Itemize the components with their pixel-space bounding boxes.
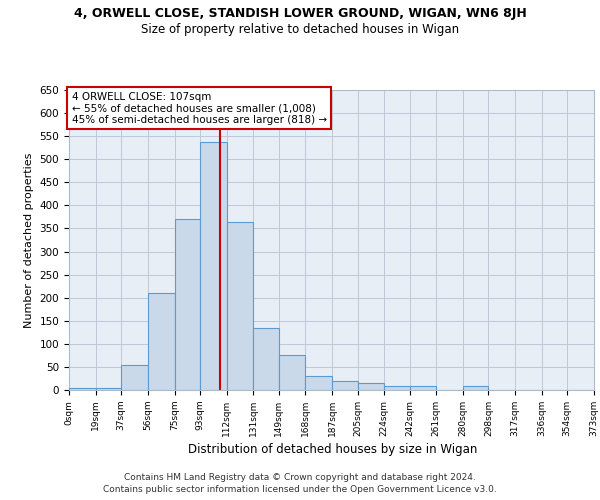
Text: Contains HM Land Registry data © Crown copyright and database right 2024.: Contains HM Land Registry data © Crown c… bbox=[124, 472, 476, 482]
Text: Distribution of detached houses by size in Wigan: Distribution of detached houses by size … bbox=[188, 442, 478, 456]
Bar bbox=[384, 386, 410, 390]
Bar bbox=[358, 383, 384, 390]
Bar bbox=[121, 364, 148, 390]
Bar bbox=[332, 381, 358, 390]
Bar bbox=[227, 222, 253, 390]
Text: Size of property relative to detached houses in Wigan: Size of property relative to detached ho… bbox=[141, 22, 459, 36]
Text: Contains public sector information licensed under the Open Government Licence v3: Contains public sector information licen… bbox=[103, 485, 497, 494]
Bar bbox=[69, 388, 96, 390]
Y-axis label: Number of detached properties: Number of detached properties bbox=[24, 152, 34, 328]
Bar bbox=[96, 388, 121, 390]
Bar bbox=[200, 142, 227, 390]
Bar bbox=[410, 386, 436, 390]
Bar bbox=[279, 356, 305, 390]
Bar bbox=[253, 328, 279, 390]
Text: 4 ORWELL CLOSE: 107sqm
← 55% of detached houses are smaller (1,008)
45% of semi-: 4 ORWELL CLOSE: 107sqm ← 55% of detached… bbox=[71, 92, 327, 124]
Bar bbox=[463, 386, 488, 390]
Text: 4, ORWELL CLOSE, STANDISH LOWER GROUND, WIGAN, WN6 8JH: 4, ORWELL CLOSE, STANDISH LOWER GROUND, … bbox=[74, 8, 526, 20]
Bar bbox=[148, 293, 175, 390]
Bar bbox=[175, 219, 200, 390]
Bar bbox=[305, 376, 332, 390]
